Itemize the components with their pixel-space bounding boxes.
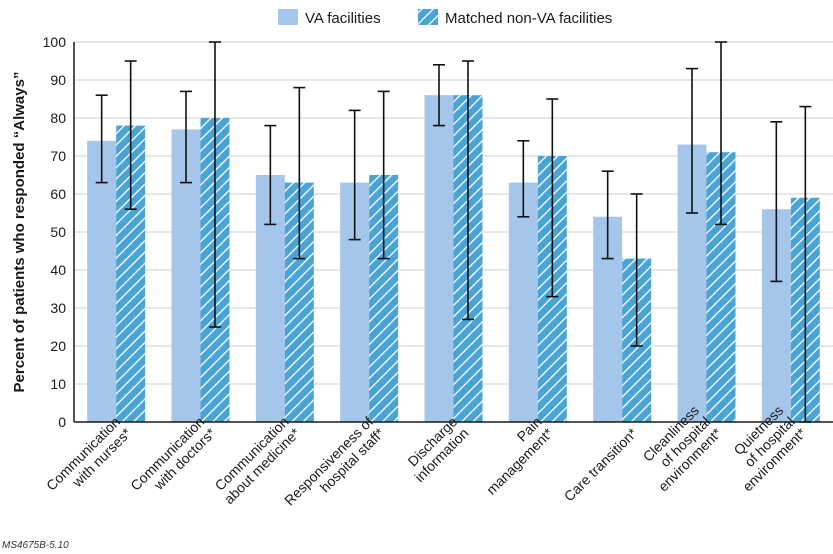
bar-va — [424, 95, 454, 422]
category-label: Care transition* — [561, 424, 641, 504]
legend-label-nonva: Matched non-VA facilities — [445, 10, 612, 27]
figure-code: MS4675B-5.10 — [2, 540, 69, 551]
legend-label-va: VA facilities — [305, 10, 381, 27]
y-tick-label: 90 — [50, 72, 66, 88]
category-label: Communicationwith nurses* — [43, 413, 135, 505]
bar-va — [508, 182, 538, 422]
y-tick-label: 50 — [50, 224, 66, 240]
legend: VA facilities Matched non-VA facilities — [278, 9, 612, 27]
axes — [73, 42, 833, 423]
category-label: Communicationwith doctors* — [127, 413, 219, 505]
y-tick-label: 20 — [50, 338, 66, 354]
category-label: Painmanagement* — [472, 413, 557, 498]
y-tick-label: 70 — [50, 148, 66, 164]
legend-swatch-va — [278, 9, 298, 25]
bars — [87, 95, 820, 423]
y-tick-label: 100 — [43, 34, 67, 50]
category-label: Responsiveness ofhospital staff* — [281, 413, 388, 520]
legend-swatch-nonva — [418, 9, 438, 25]
y-tick-label: 0 — [58, 414, 66, 430]
y-tick-label: 10 — [50, 376, 66, 392]
y-tick-label: 60 — [50, 186, 66, 202]
bar-va — [87, 140, 117, 423]
error-bars — [95, 41, 812, 423]
y-tick-labels: 0 10 20 30 40 50 60 70 80 90 100 — [43, 34, 67, 430]
category-label: Dischargeinformation — [400, 413, 472, 485]
y-tick-label: 40 — [50, 262, 66, 278]
y-tick-label: 30 — [50, 300, 66, 316]
y-tick-label: 80 — [50, 110, 66, 126]
y-axis-label: Percent of patients who responded “Alway… — [11, 72, 28, 393]
